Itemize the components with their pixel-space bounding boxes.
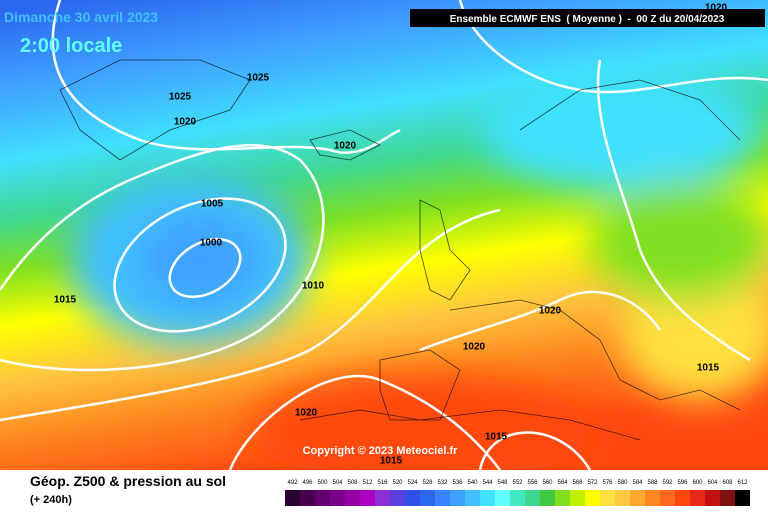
legend-swatch xyxy=(675,490,690,506)
legend-label: 548 xyxy=(497,480,508,486)
legend-swatch xyxy=(690,490,705,506)
legend-swatch xyxy=(360,490,375,506)
legend-swatch xyxy=(735,490,750,506)
legend-swatch xyxy=(630,490,645,506)
isobar-label: 1000 xyxy=(200,238,223,249)
isobar-label: 1020 xyxy=(295,408,318,419)
legend-swatch xyxy=(615,490,630,506)
legend-swatch xyxy=(510,490,525,506)
legend-label: 540 xyxy=(467,480,478,486)
model-box xyxy=(410,9,765,27)
legend-label: 536 xyxy=(452,480,463,486)
legend-label: 492 xyxy=(287,480,298,486)
legend-swatch xyxy=(390,490,405,506)
legend-swatch xyxy=(600,490,615,506)
legend-label: 528 xyxy=(422,480,433,486)
isobar-label: 1020 xyxy=(705,3,728,14)
legend-swatch xyxy=(450,490,465,506)
isobar-label: 1020 xyxy=(334,141,357,152)
legend-label: 600 xyxy=(692,480,703,486)
legend-label: 500 xyxy=(317,480,328,486)
legend-label: 524 xyxy=(407,480,418,486)
legend-label: 604 xyxy=(707,480,718,486)
legend-label: 496 xyxy=(302,480,313,486)
isobar-label: 1020 xyxy=(174,117,197,128)
legend-label: 592 xyxy=(662,480,673,486)
legend-label: 576 xyxy=(602,480,613,486)
isobar-label: 1015 xyxy=(697,363,720,374)
isobar-label: 1025 xyxy=(247,73,270,84)
isobar-label: 1010 xyxy=(302,281,325,292)
legend-swatch xyxy=(495,490,510,506)
isobar-label: 1025 xyxy=(169,92,192,103)
legend-label: 508 xyxy=(347,480,358,486)
legend-swatch xyxy=(660,490,675,506)
legend-label: 532 xyxy=(437,480,448,486)
legend-swatch xyxy=(345,490,360,506)
legend-swatch xyxy=(435,490,450,506)
footer-title: Géop. Z500 & pression au sol xyxy=(30,473,226,489)
legend-swatch xyxy=(555,490,570,506)
copyright: Copyright © 2023 Meteociel.fr xyxy=(303,445,459,457)
legend-swatch xyxy=(570,490,585,506)
legend-swatch xyxy=(375,490,390,506)
legend-label: 552 xyxy=(512,480,523,486)
legend-label: 556 xyxy=(527,480,538,486)
legend-label: 568 xyxy=(572,480,583,486)
map-date: Dimanche 30 avril 2023 xyxy=(4,9,158,25)
legend-swatch xyxy=(705,490,720,506)
legend-swatch xyxy=(420,490,435,506)
legend-swatch xyxy=(285,490,300,506)
isobar-label: 1015 xyxy=(380,456,403,467)
legend-swatch xyxy=(720,490,735,506)
legend-swatch xyxy=(645,490,660,506)
legend-swatch xyxy=(300,490,315,506)
isobar-label: 1005 xyxy=(201,199,224,210)
legend-label: 564 xyxy=(557,480,568,486)
legend-label: 520 xyxy=(392,480,403,486)
legend-swatch xyxy=(465,490,480,506)
legend-label: 544 xyxy=(482,480,493,486)
legend-label: 588 xyxy=(647,480,658,486)
legend-label: 608 xyxy=(722,480,733,486)
legend-swatch xyxy=(315,490,330,506)
legend-swatch xyxy=(480,490,495,506)
legend-label: 580 xyxy=(617,480,628,486)
legend-swatch xyxy=(525,490,540,506)
isobar-label: 1020 xyxy=(463,342,486,353)
model-label: Ensemble ECMWF ENS ( Moyenne ) - 00 Z du… xyxy=(450,14,725,25)
legend-swatch xyxy=(405,490,420,506)
isobar-label: 1015 xyxy=(485,432,508,443)
legend-swatch xyxy=(540,490,555,506)
isobar-label: 1020 xyxy=(539,306,562,317)
legend-label: 584 xyxy=(632,480,643,486)
legend-label: 516 xyxy=(377,480,388,486)
legend-label: 560 xyxy=(542,480,553,486)
legend-label: 572 xyxy=(587,480,598,486)
legend-label: 512 xyxy=(362,480,373,486)
legend-label: 612 xyxy=(737,480,748,486)
legend-label: 504 xyxy=(332,480,343,486)
footer-subtitle: (+ 240h) xyxy=(30,494,72,506)
legend-label: 596 xyxy=(677,480,688,486)
isobar-label: 1015 xyxy=(54,295,77,306)
map xyxy=(0,0,768,485)
legend-swatch xyxy=(585,490,600,506)
legend-swatch xyxy=(330,490,345,506)
map-time: 2:00 locale xyxy=(20,35,122,57)
